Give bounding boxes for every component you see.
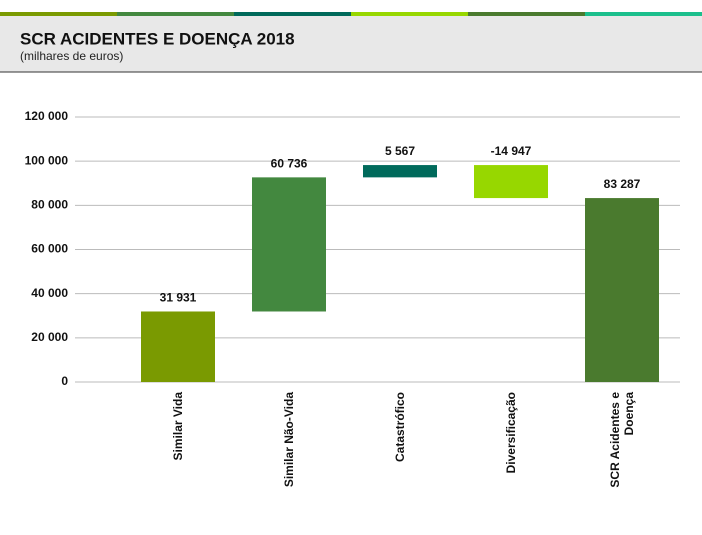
data-label: 83 287 [604,177,641,191]
y-tick-label: 100 000 [25,153,69,167]
x-tick-label: Diversificação [504,392,518,474]
y-tick-label: 20 000 [31,330,68,344]
chart-subtitle: (milhares de euros) [20,49,123,63]
stripe [117,12,234,16]
stripe [0,12,117,16]
x-tick-label: Catastrófico [393,392,407,463]
stripe [468,12,585,16]
stripe [351,12,468,16]
bar [585,198,659,382]
data-label: 60 736 [271,157,308,171]
data-label: -14 947 [491,144,532,158]
x-tick-label: SCR Acidentes e Doença [608,392,636,488]
data-label: 5 567 [385,144,415,158]
y-tick-label: 60 000 [31,242,68,256]
y-tick-label: 80 000 [31,198,68,212]
y-tick-label: 120 000 [25,109,69,123]
stripe [234,12,351,16]
bar [252,177,326,312]
y-tick-label: 40 000 [31,286,68,300]
bar [363,165,437,178]
x-tick-label: Similar Não-Vida [282,392,296,488]
stripe [585,12,702,16]
header-bg [0,12,702,72]
y-tick-label: 0 [61,374,68,388]
bar [141,311,215,382]
bar [474,165,548,199]
chart-title: SCR ACIDENTES E DOENÇA 2018 [20,29,295,48]
data-label: 31 931 [160,291,197,305]
x-tick-label: Similar Vida [171,392,185,461]
